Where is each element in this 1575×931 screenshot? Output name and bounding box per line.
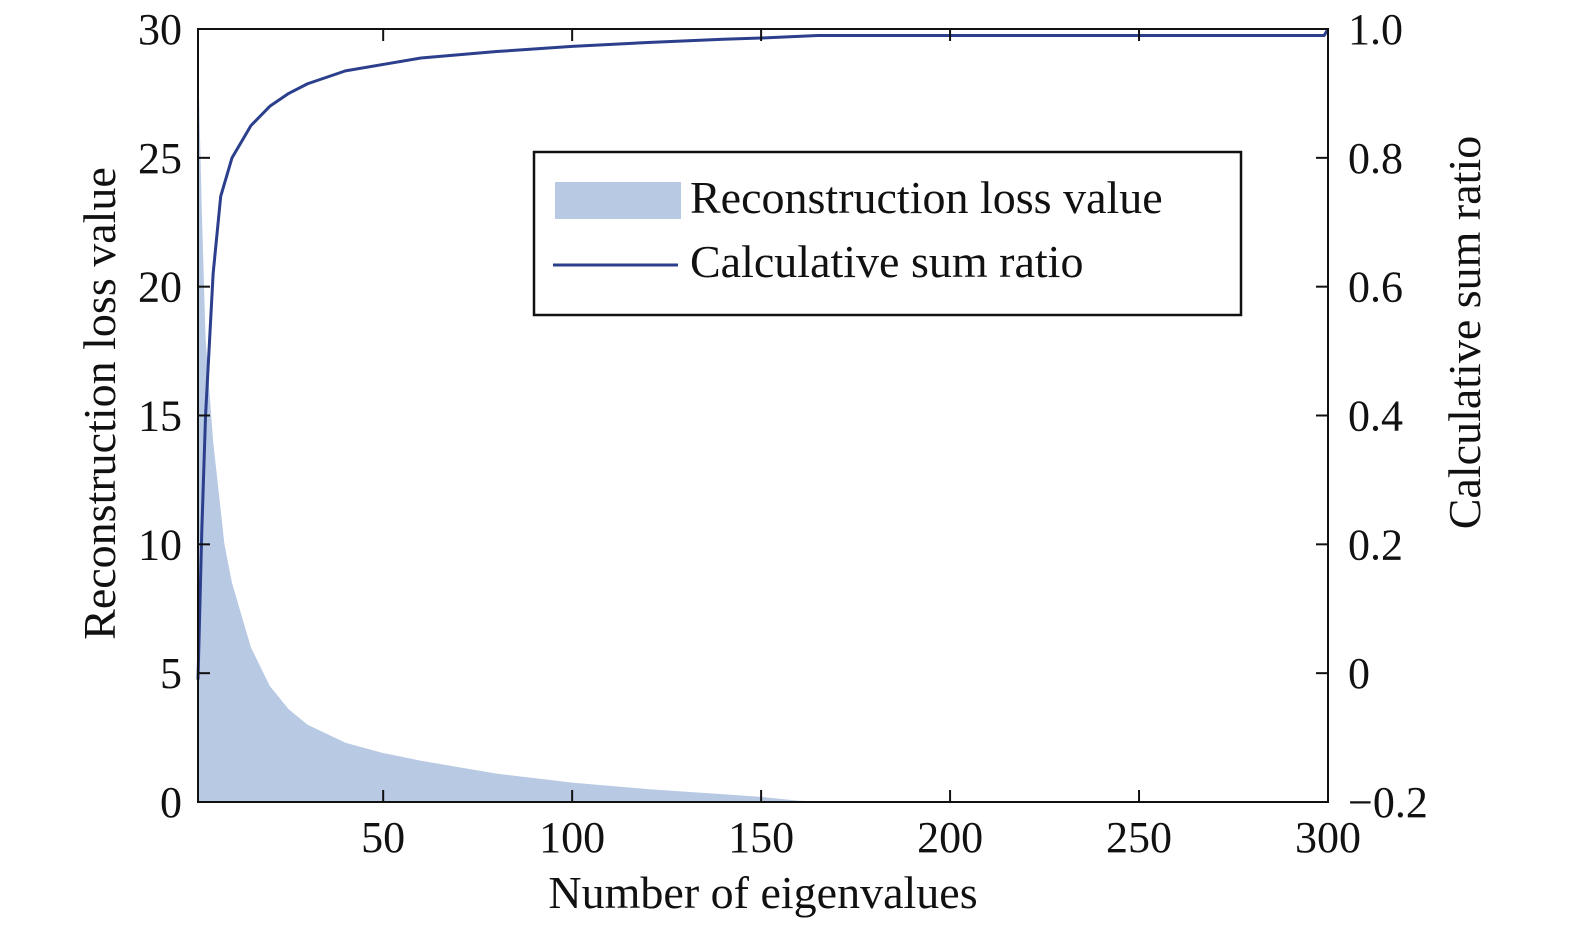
x-tick-label: 200 <box>917 813 983 862</box>
x-axis-label: Number of eigenvalues <box>548 867 977 918</box>
legend: Reconstruction loss value Calculative su… <box>532 150 1243 317</box>
ratio-line <box>196 28 1330 680</box>
left-y-tick-label: 15 <box>138 392 182 441</box>
left-y-tick-label: 30 <box>138 5 182 54</box>
right-y-tick-label: 1.0 <box>1348 5 1403 54</box>
right-y-axis-label: Calculative sum ratio <box>1439 136 1490 529</box>
right-y-tick-label: 0 <box>1348 649 1370 698</box>
legend-label-ratio: Calculative sum ratio <box>690 236 1083 287</box>
x-tick-label: 150 <box>728 813 794 862</box>
right-y-tick-label: −0.2 <box>1348 778 1428 827</box>
left-y-tick-label: 0 <box>160 778 182 827</box>
right-y-tick-label: 0.2 <box>1348 520 1403 569</box>
left-y-tick-label: 10 <box>138 520 182 569</box>
legend-label-loss: Reconstruction loss value <box>690 172 1163 223</box>
x-tick-label: 300 <box>1295 813 1361 862</box>
right-y-tick-label: 0.8 <box>1348 134 1403 183</box>
loss-area-layer <box>198 54 1328 803</box>
left-y-tick-label: 20 <box>138 263 182 312</box>
left-y-axis-label: Reconstruction loss value <box>74 167 125 640</box>
loss-area <box>198 54 1328 803</box>
right-y-tick-label: 0.6 <box>1348 263 1403 312</box>
x-tick-label: 100 <box>539 813 605 862</box>
x-tick-label: 250 <box>1106 813 1172 862</box>
x-axis: 50 100 150 200 250 300 <box>361 29 1361 862</box>
right-y-tick-label: 0.4 <box>1348 392 1403 441</box>
left-y-axis: 0 5 10 15 20 25 30 <box>138 5 210 827</box>
legend-swatch-loss <box>555 182 681 219</box>
left-y-tick-label: 25 <box>138 134 182 183</box>
x-tick-label: 50 <box>361 813 405 862</box>
left-y-tick-label: 5 <box>160 649 182 698</box>
legend-box <box>532 150 1243 317</box>
right-y-axis: −0.2 0 0.2 0.4 0.6 0.8 1.0 <box>1316 5 1428 827</box>
ratio-line-layer <box>196 28 1330 680</box>
plot-frame <box>197 28 1329 803</box>
